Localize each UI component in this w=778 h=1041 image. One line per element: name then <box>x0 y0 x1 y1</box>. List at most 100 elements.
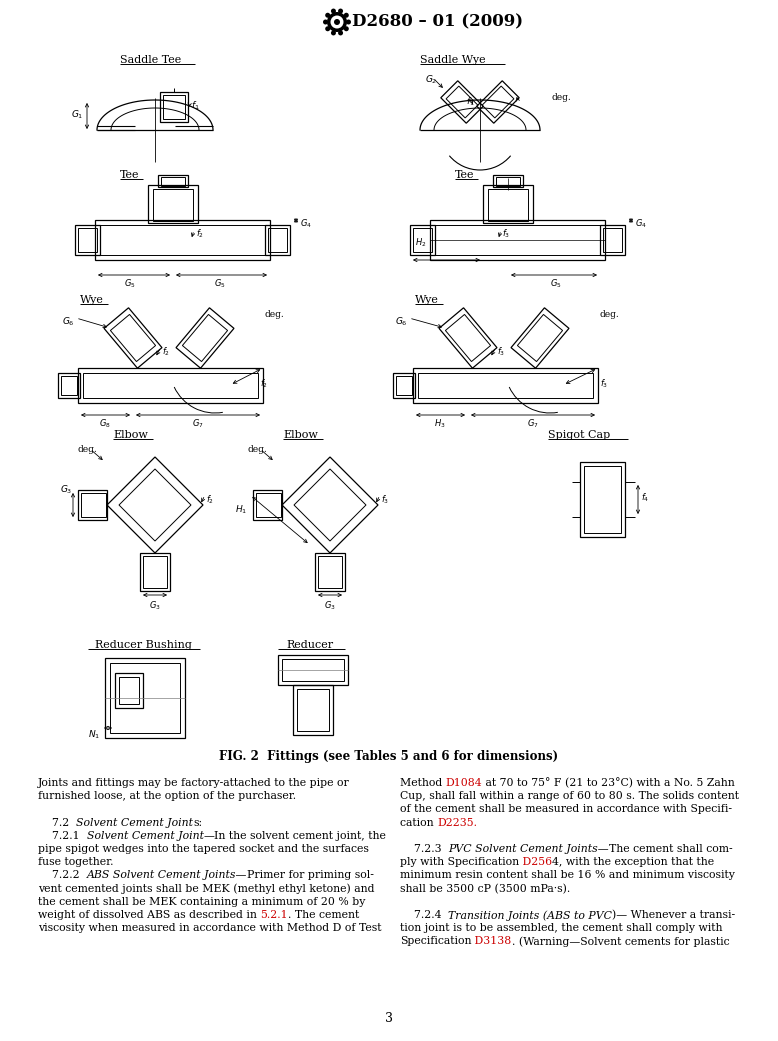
Circle shape <box>331 16 344 28</box>
Circle shape <box>344 26 349 31</box>
Bar <box>160 92 188 122</box>
Bar <box>161 177 185 186</box>
Text: $G_7$: $G_7$ <box>192 418 204 431</box>
Bar <box>110 663 180 733</box>
Text: Solvent Cement Joint: Solvent Cement Joint <box>76 817 193 828</box>
Bar <box>81 493 106 517</box>
Text: Spigot Cap: Spigot Cap <box>548 430 610 440</box>
Bar <box>413 369 598 403</box>
Text: the cement shall be MEK containing a minimum of 20 % by: the cement shall be MEK containing a min… <box>38 896 366 907</box>
Text: 4, with the exception that the: 4, with the exception that the <box>552 857 714 867</box>
Text: $f_4$: $f_4$ <box>641 491 650 504</box>
Circle shape <box>334 19 340 25</box>
Bar <box>78 228 97 252</box>
Bar <box>584 466 621 533</box>
Text: $f_3$: $f_3$ <box>381 493 389 506</box>
Text: $H_3$: $H_3$ <box>434 418 446 431</box>
Bar <box>256 493 281 517</box>
Text: Elbow: Elbow <box>283 430 318 440</box>
Bar <box>148 185 198 223</box>
Text: $G_8$: $G_8$ <box>99 418 111 431</box>
Text: deg.: deg. <box>265 310 285 319</box>
Bar <box>78 490 107 520</box>
Text: $f_2$: $f_2$ <box>162 345 170 357</box>
Text: 7.2: 7.2 <box>38 817 76 828</box>
Text: $f_2$: $f_2$ <box>206 493 214 506</box>
Text: 5.2.1: 5.2.1 <box>261 910 288 920</box>
Text: Tee: Tee <box>120 170 139 180</box>
Text: shall be 3500 cP (3500 mPa·s).: shall be 3500 cP (3500 mPa·s). <box>400 884 570 894</box>
Text: D256: D256 <box>519 857 552 867</box>
Text: $G_3$: $G_3$ <box>324 599 336 611</box>
Text: FIG. 2  Fittings (see Tables 5 and 6 for dimensions): FIG. 2 Fittings (see Tables 5 and 6 for … <box>219 750 559 763</box>
Text: $G_4$: $G_4$ <box>635 218 647 230</box>
Text: minimum resin content shall be 16 % and minimum viscosity: minimum resin content shall be 16 % and … <box>400 870 735 881</box>
Bar <box>78 369 263 403</box>
Circle shape <box>344 12 349 18</box>
Text: ABS Solvent Cement Joints—: ABS Solvent Cement Joints— <box>86 870 247 881</box>
Text: $G_3$: $G_3$ <box>149 599 161 611</box>
Text: Tee: Tee <box>455 170 475 180</box>
Text: . The cement: . The cement <box>288 910 359 920</box>
Text: pipe spigot wedges into the tapered socket and the surfaces: pipe spigot wedges into the tapered sock… <box>38 844 369 854</box>
Text: Saddle Tee: Saddle Tee <box>120 55 181 65</box>
Bar <box>435 225 600 255</box>
Text: deg.: deg. <box>552 93 572 102</box>
Text: 7.2.4: 7.2.4 <box>400 910 448 920</box>
Text: weight of dissolved ABS as described in: weight of dissolved ABS as described in <box>38 910 261 920</box>
Circle shape <box>327 12 347 32</box>
Bar <box>410 225 435 255</box>
Text: Method: Method <box>400 778 446 788</box>
Text: cation: cation <box>400 817 437 828</box>
Circle shape <box>325 26 330 31</box>
Text: Wye: Wye <box>415 295 439 305</box>
Text: $H_2$: $H_2$ <box>415 236 426 249</box>
Text: Joints and fittings may be factory-attached to the pipe or: Joints and fittings may be factory-attac… <box>38 778 350 788</box>
Bar <box>396 376 412 395</box>
Text: $G_7$: $G_7$ <box>527 418 539 431</box>
Text: $f_2$: $f_2$ <box>260 378 268 390</box>
Bar <box>496 177 520 186</box>
Bar <box>58 373 80 398</box>
Text: vent cemented joints shall be MEK (methyl ethyl ketone) and: vent cemented joints shall be MEK (methy… <box>38 884 374 894</box>
Circle shape <box>331 8 336 14</box>
Text: $G_1$: $G_1$ <box>71 108 83 121</box>
Text: Reducer Bushing: Reducer Bushing <box>95 640 191 650</box>
Text: 3: 3 <box>385 1012 393 1025</box>
Text: Elbow: Elbow <box>113 430 148 440</box>
Bar <box>95 220 270 260</box>
Text: Wye: Wye <box>80 295 104 305</box>
Bar <box>253 490 282 520</box>
Bar <box>119 677 139 704</box>
Text: $G_6$: $G_6$ <box>62 315 75 328</box>
Bar <box>413 228 432 252</box>
Text: Transition Joints (ABS to PVC: Transition Joints (ABS to PVC <box>448 910 612 920</box>
Text: D3138: D3138 <box>471 937 512 946</box>
Bar <box>293 685 333 735</box>
Text: Specification: Specification <box>400 937 471 946</box>
Text: $f_2$: $f_2$ <box>196 228 204 240</box>
Bar <box>315 553 345 591</box>
Bar <box>297 689 329 731</box>
Text: ply with Specification: ply with Specification <box>400 857 519 867</box>
Text: Saddle Wye: Saddle Wye <box>420 55 485 65</box>
Text: deg.: deg. <box>248 445 268 454</box>
Bar <box>493 175 523 187</box>
Text: D2235.: D2235. <box>437 817 477 828</box>
Circle shape <box>338 8 343 14</box>
Text: $H_1$: $H_1$ <box>235 504 247 516</box>
Text: $N_1$: $N_1$ <box>88 729 100 741</box>
Bar <box>600 225 625 255</box>
Bar <box>278 655 348 685</box>
Text: deg.: deg. <box>600 310 620 319</box>
Circle shape <box>325 12 330 18</box>
Text: 7.2.2: 7.2.2 <box>38 870 86 881</box>
Bar <box>83 373 258 398</box>
Text: $f_1$: $f_1$ <box>466 96 475 108</box>
Bar <box>140 553 170 591</box>
Text: $G_3$: $G_3$ <box>60 484 72 497</box>
Bar <box>488 189 528 221</box>
Text: $f_1$: $f_1$ <box>191 100 200 112</box>
Text: furnished loose, at the option of the purchaser.: furnished loose, at the option of the pu… <box>38 791 296 802</box>
Text: Reducer: Reducer <box>286 640 334 650</box>
